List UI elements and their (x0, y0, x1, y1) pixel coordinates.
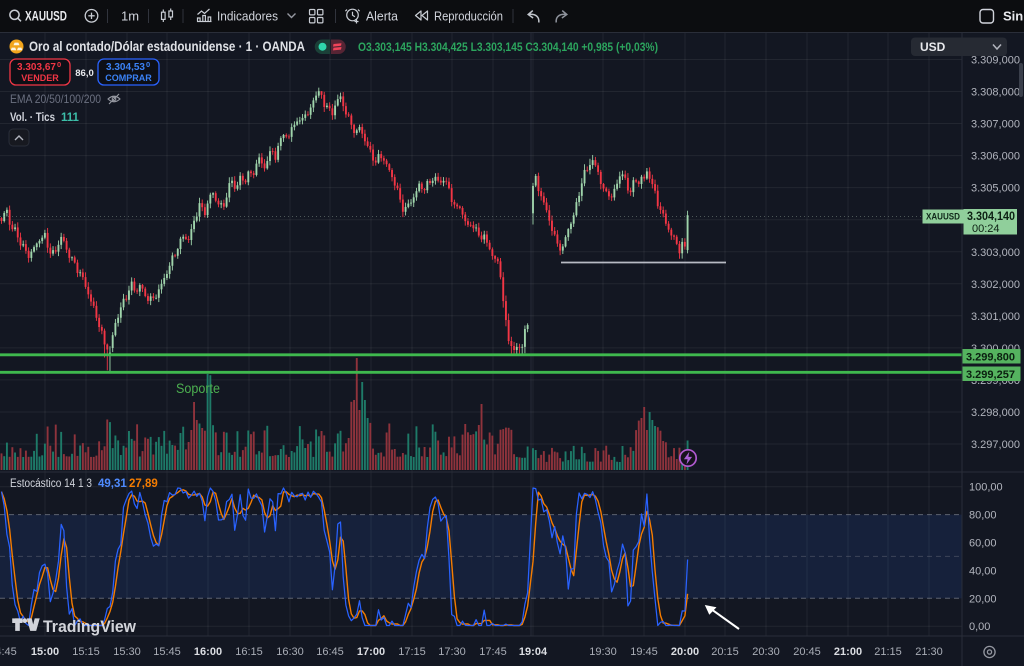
svg-text:20,00: 20,00 (969, 593, 997, 605)
svg-text:0: 0 (57, 60, 61, 69)
svg-text:XAUUSD: XAUUSD (926, 212, 960, 223)
svg-text:3.308,000: 3.308,000 (971, 87, 1020, 99)
svg-text:Estocástico 14 1 3: Estocástico 14 1 3 (10, 478, 92, 490)
svg-text:Vol. · Tics: Vol. · Tics (10, 112, 55, 124)
svg-text:COMPRAR: COMPRAR (105, 73, 152, 83)
svg-text:00:24: 00:24 (972, 223, 1000, 235)
svg-text:19:30: 19:30 (589, 646, 617, 658)
svg-text:Soporte: Soporte (176, 381, 220, 396)
svg-text:16:45: 16:45 (316, 646, 344, 658)
svg-text:Sin: Sin (1003, 9, 1023, 24)
svg-text:3.304,53: 3.304,53 (106, 61, 145, 73)
svg-text:3.305,000: 3.305,000 (971, 183, 1020, 195)
svg-text:3.299,257: 3.299,257 (966, 369, 1015, 381)
svg-text:3.303,67: 3.303,67 (17, 61, 56, 73)
svg-text:17:00: 17:00 (357, 646, 385, 658)
svg-text:3.306,000: 3.306,000 (971, 151, 1020, 163)
svg-text:20:45: 20:45 (793, 646, 821, 658)
svg-text:21:15: 21:15 (874, 646, 902, 658)
svg-text:0: 0 (146, 60, 150, 69)
svg-text:3.307,000: 3.307,000 (971, 119, 1020, 131)
svg-text:17:30: 17:30 (438, 646, 466, 658)
svg-text:17:15: 17:15 (398, 646, 426, 658)
svg-text:14:45: 14:45 (0, 646, 17, 658)
svg-text:15:30: 15:30 (113, 646, 141, 658)
svg-text:20:00: 20:00 (671, 646, 699, 658)
svg-text:XAUUSD: XAUUSD (25, 9, 67, 24)
svg-text:15:00: 15:00 (31, 646, 59, 658)
svg-text:3.303,000: 3.303,000 (971, 247, 1020, 259)
svg-text:49,31: 49,31 (98, 478, 127, 490)
svg-text:3.301,000: 3.301,000 (971, 311, 1020, 323)
svg-text:27,89: 27,89 (129, 478, 158, 490)
svg-text:111: 111 (61, 112, 80, 124)
svg-text:16:30: 16:30 (276, 646, 304, 658)
svg-text:16:00: 16:00 (194, 646, 222, 658)
svg-text:O3.303,145 H3.304,425 L3.303,1: O3.303,145 H3.304,425 L3.303,145 C3.304,… (358, 42, 658, 54)
svg-text:100,00: 100,00 (969, 482, 1003, 494)
svg-text:1m: 1m (121, 9, 139, 24)
svg-text:TradingView: TradingView (43, 617, 137, 636)
svg-text:60,00: 60,00 (969, 538, 997, 550)
svg-text:Indicadores: Indicadores (217, 9, 278, 24)
svg-text:Oro al contado/Dólar estadouni: Oro al contado/Dólar estadounidense · 1 … (29, 39, 305, 54)
svg-text:3.302,000: 3.302,000 (971, 279, 1020, 291)
svg-text:3.298,000: 3.298,000 (971, 407, 1020, 419)
svg-text:3.299,800: 3.299,800 (966, 352, 1015, 364)
svg-text:Alerta: Alerta (366, 9, 399, 24)
svg-text:19:45: 19:45 (630, 646, 658, 658)
svg-text:VENDER: VENDER (21, 73, 59, 83)
svg-text:19:04: 19:04 (519, 646, 548, 658)
svg-text:20:30: 20:30 (752, 646, 780, 658)
svg-text:21:00: 21:00 (834, 646, 862, 658)
svg-text:80,00: 80,00 (969, 510, 997, 522)
svg-text:86,0: 86,0 (75, 68, 94, 79)
svg-text:21:30: 21:30 (915, 646, 943, 658)
svg-text:15:45: 15:45 (153, 646, 181, 658)
svg-text:3.309,000: 3.309,000 (971, 55, 1020, 67)
svg-text:40,00: 40,00 (969, 565, 997, 577)
svg-text:0,00: 0,00 (969, 621, 990, 633)
svg-text:3.304,140: 3.304,140 (967, 211, 1015, 223)
svg-text:USD: USD (920, 40, 946, 54)
svg-text:3.297,000: 3.297,000 (971, 439, 1020, 451)
svg-text:20:15: 20:15 (711, 646, 739, 658)
svg-text:16:15: 16:15 (235, 646, 263, 658)
svg-text:Reproducción: Reproducción (434, 9, 503, 24)
svg-text:17:45: 17:45 (479, 646, 507, 658)
svg-text:15:15: 15:15 (72, 646, 100, 658)
svg-text:EMA 20/50/100/200: EMA 20/50/100/200 (10, 92, 101, 106)
